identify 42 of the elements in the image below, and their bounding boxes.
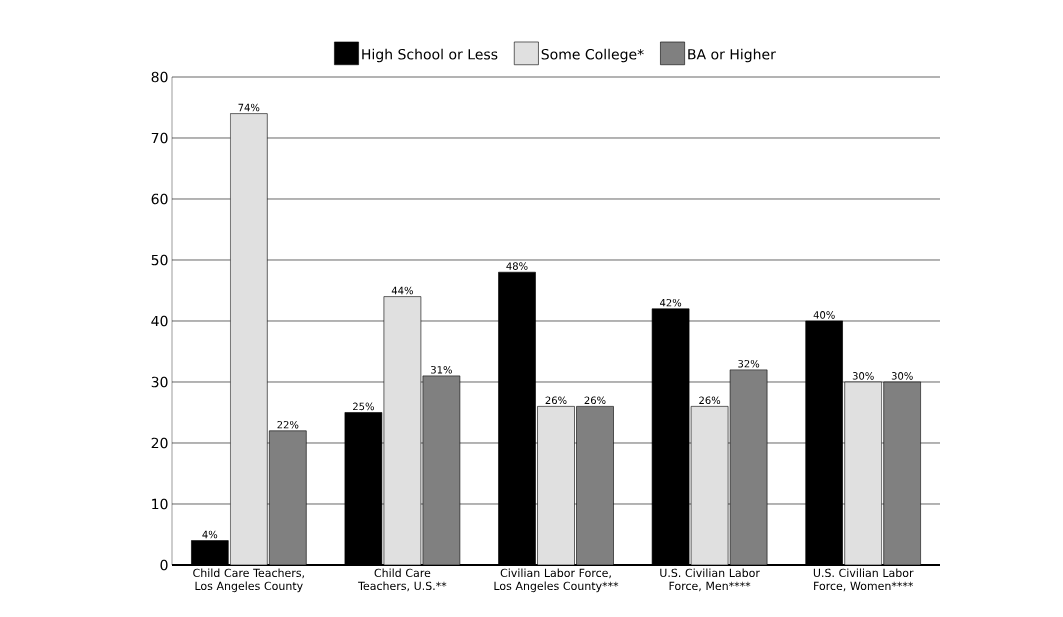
- y-tick-label: 50: [151, 254, 168, 266]
- bar: [883, 381, 921, 565]
- x-tick-label: Child Care Teachers, U.S.**: [358, 568, 447, 592]
- y-tick-label: 0: [160, 559, 168, 571]
- bar: [537, 406, 575, 565]
- data-label: 32%: [738, 359, 760, 368]
- data-label: 42%: [659, 298, 682, 307]
- y-tick-label: 60: [151, 193, 168, 205]
- bar: [690, 406, 729, 565]
- bar: [576, 406, 614, 565]
- bar: [729, 369, 768, 565]
- data-label: 26%: [545, 396, 567, 405]
- legend-label: Some College*: [541, 48, 644, 63]
- data-label: 31%: [431, 366, 452, 374]
- x-tick-label: Civilian Labor Force, Los Angeles County***: [494, 568, 619, 593]
- y-tick-label: 80: [151, 71, 168, 83]
- data-label: 26%: [584, 396, 606, 405]
- y-tick-label: 70: [151, 132, 168, 144]
- x-tick-label: U.S. Civilian Labor Force, Women****: [813, 568, 914, 592]
- data-label: 44%: [391, 286, 413, 295]
- data-label: 40%: [813, 311, 835, 319]
- legend-label: BA or Higher: [688, 48, 776, 63]
- y-tick-label: 40: [151, 315, 168, 327]
- data-label: 25%: [353, 402, 374, 411]
- bar: [269, 430, 307, 565]
- bar: [383, 296, 422, 565]
- y-tick-label: 10: [152, 498, 168, 510]
- data-label: 48%: [506, 262, 528, 270]
- data-label: 30%: [852, 372, 874, 380]
- bar: [422, 375, 461, 565]
- data-label: 22%: [277, 420, 299, 429]
- bar: [844, 381, 882, 565]
- data-label: 26%: [699, 396, 721, 405]
- legend-label: High School or Less: [362, 48, 498, 63]
- bar: [230, 113, 268, 565]
- data-label: 4%: [202, 530, 218, 539]
- data-label: 74%: [238, 103, 260, 112]
- y-tick-label: 20: [151, 437, 168, 449]
- x-tick-label: U.S. Civilian Labor Force, Men****: [660, 568, 760, 592]
- data-label: 30%: [891, 372, 913, 380]
- y-tick-label: 30: [151, 376, 168, 388]
- x-tick-label: Child Care Teachers, Los Angeles County: [193, 568, 304, 593]
